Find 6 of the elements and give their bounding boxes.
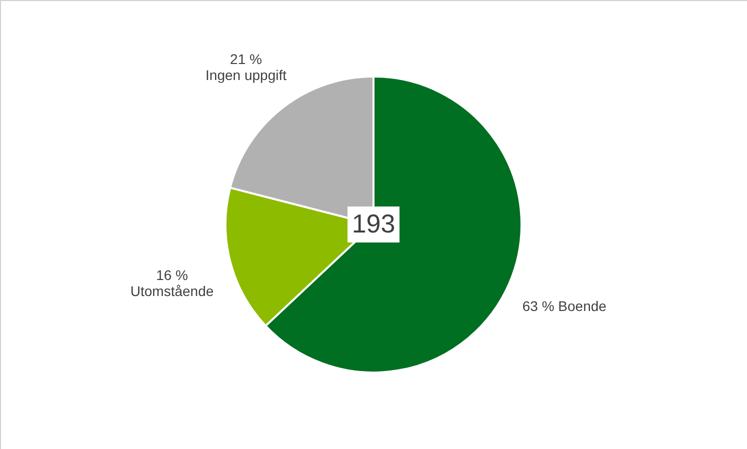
slice-label: 63 % Boende xyxy=(522,298,607,314)
text: 193 xyxy=(352,208,396,238)
data-label: 21 % xyxy=(230,51,262,68)
slice-label: Ingen uppgift xyxy=(206,67,287,84)
data-label: 16 % xyxy=(156,267,188,284)
slice-label: Utomstående xyxy=(130,283,214,300)
